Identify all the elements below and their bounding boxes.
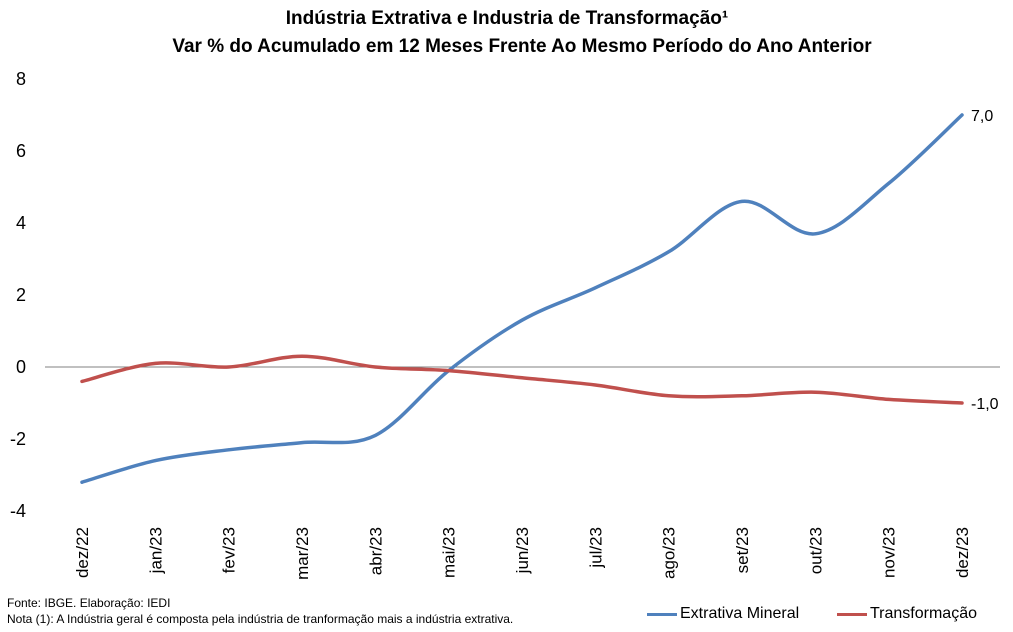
data-point [447,369,451,373]
x-tick-label: dez/23 [953,527,972,578]
data-point [373,365,377,369]
y-tick-label: -4 [10,501,26,521]
data-point [227,365,231,369]
x-tick-label: nov/23 [880,527,899,578]
series-layer: 7,0 -1,0 [80,108,999,484]
data-point [520,376,524,380]
y-tick-label: 8 [16,69,26,89]
x-tick-label: mar/23 [293,527,312,580]
x-tick-label: dez/22 [73,527,92,578]
data-point [667,394,671,398]
data-point [740,199,744,203]
chart: Indústria Extrativa e Industria de Trans… [10,8,1000,580]
chart-subtitle: Var % do Acumulado em 12 Meses Frente Ao… [172,36,872,57]
legend-label-extrativa: Extrativa Mineral [680,605,800,622]
legend-label-transformacao: Transformação [870,605,977,622]
data-point [960,113,964,117]
x-tick-label: abr/23 [366,527,385,575]
series-line-transformacao [80,354,964,405]
data-point [227,448,231,452]
data-point [300,354,304,358]
x-tick-label: fev/23 [220,527,239,573]
data-point [80,379,84,383]
source-note: Fonte: IBGE. Elaboração: IEDI [7,596,171,610]
series-line-extrativa-mineral [80,113,964,484]
legend-item-extrativa: Extrativa Mineral [647,605,799,623]
legend-swatch-transformacao [837,612,867,616]
data-point [153,361,157,365]
data-point [740,394,744,398]
x-tick-label: ago/23 [660,527,679,579]
y-tick-label: 4 [16,213,26,233]
data-point [960,401,964,405]
y-tick-label: 0 [16,357,26,377]
data-label: -1,0 [971,396,999,413]
x-axis: dez/22 jan/23 fev/23 mar/23 abr/23 mai/23 jun/… [73,527,972,580]
chart-title: Indústria Extrativa e Industria de Trans… [286,8,728,29]
data-point [887,397,891,401]
y-tick-label: 2 [16,285,26,305]
y-tick-label: -2 [10,429,26,449]
legend-item-transformacao: Transformação [837,605,977,623]
data-label: 7,0 [971,108,993,125]
data-point [813,232,817,236]
data-point [887,181,891,185]
data-point [593,286,597,290]
footnote: Nota (1): A Indústria geral é composta p… [7,612,514,626]
x-tick-label: set/23 [733,527,752,573]
x-tick-label: out/23 [806,527,825,574]
y-tick-label: 6 [16,141,26,161]
data-point [300,441,304,445]
legend-swatch-extrativa [647,612,677,616]
data-point [373,433,377,437]
x-tick-label: mai/23 [440,527,459,578]
data-point [593,383,597,387]
x-tick-label: jun/23 [513,527,532,574]
data-point [667,250,671,254]
x-tick-label: jan/23 [146,527,165,574]
data-point [520,318,524,322]
x-tick-label: jul/23 [586,527,605,569]
data-point [813,390,817,394]
data-point [80,480,84,484]
y-axis: 8 6 4 2 0 -2 -4 [10,69,26,521]
data-point [153,459,157,463]
